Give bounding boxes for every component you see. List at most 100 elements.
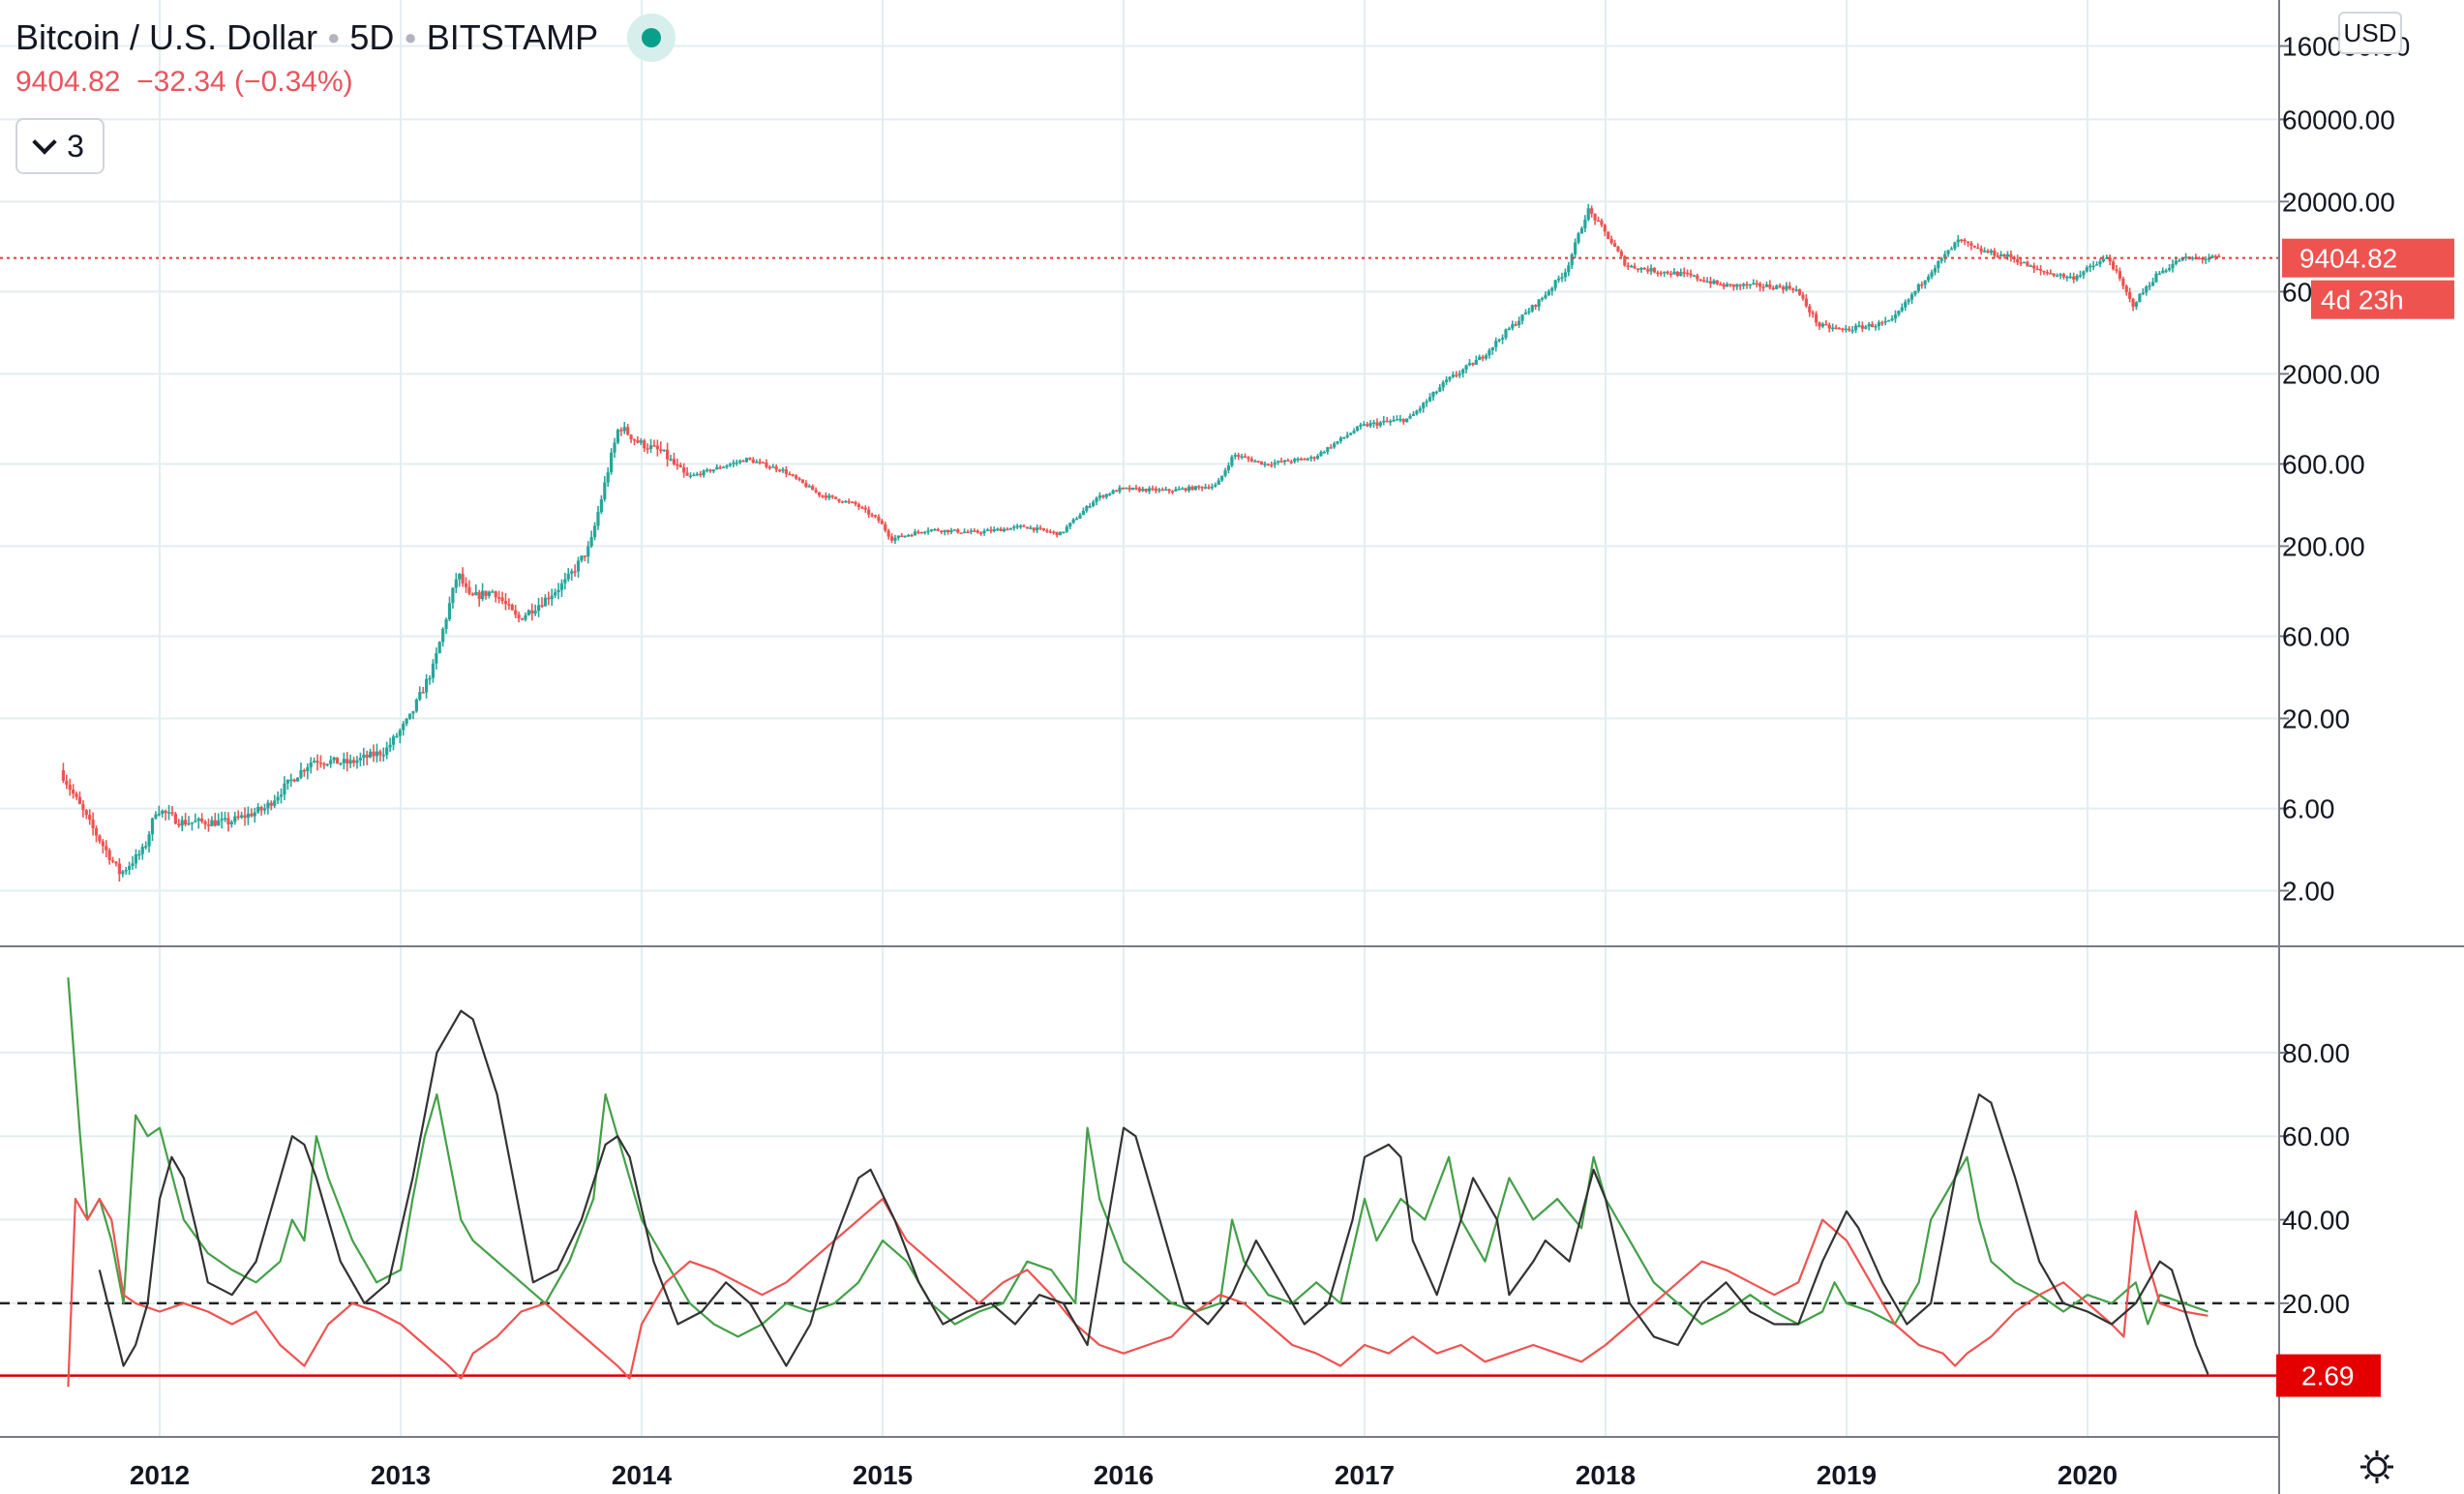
candle-body (1345, 434, 1349, 437)
candle-body (1127, 488, 1131, 491)
candle-body (777, 469, 782, 472)
candle-body (1422, 403, 1426, 409)
candle-body (180, 820, 184, 826)
interval-label[interactable]: 5D (349, 17, 395, 57)
candle-body (940, 530, 944, 533)
indicator-series-line-2 (67, 1197, 2209, 1388)
candle-body (346, 759, 349, 764)
candle-body (1418, 408, 1422, 411)
candle-body (526, 610, 530, 615)
candle-body (936, 528, 940, 531)
candle-body (246, 813, 251, 819)
candle-body (1220, 475, 1224, 481)
candle-body (1904, 301, 1908, 308)
candle-body (1286, 460, 1290, 463)
candle-body (1797, 289, 1802, 295)
price-axis-label: 600.00 (2282, 449, 2365, 479)
candle-body (101, 841, 105, 847)
candle-body (1487, 349, 1491, 356)
candle-body (692, 474, 696, 477)
candle-body (84, 810, 88, 816)
candle-body (226, 818, 230, 824)
candle-body (2184, 256, 2188, 258)
candle-body (1207, 487, 1211, 489)
candle-body (107, 850, 111, 860)
candle-body (1663, 271, 1667, 274)
indicators-count: 3 (67, 128, 84, 164)
exchange-label[interactable]: BITSTAMP (426, 17, 599, 57)
candle-body (1900, 307, 1904, 312)
candle-body (487, 591, 492, 596)
candle-body (603, 482, 607, 500)
currency-button[interactable]: USD (2338, 12, 2402, 54)
candle-body (161, 810, 165, 815)
candle-body (856, 504, 861, 508)
candle-body (715, 466, 719, 470)
candle-body (979, 532, 983, 535)
candle-body (1820, 323, 1825, 327)
candle-body (1668, 273, 1673, 276)
candle-body (131, 863, 135, 866)
candle-body (949, 530, 953, 533)
candle-body (613, 442, 616, 453)
candle-body (1237, 455, 1241, 457)
candle-body (339, 762, 343, 765)
candle-body (1827, 324, 1831, 329)
last-price-badge (2282, 238, 2454, 278)
candle-body (827, 495, 831, 498)
candle-body (863, 507, 867, 510)
candle-body (781, 469, 785, 471)
candle-body (1151, 488, 1155, 491)
candle-body (128, 865, 132, 871)
candle-body (503, 601, 508, 605)
candle-body (1544, 295, 1548, 299)
candle-body (943, 529, 947, 532)
candle-body (2061, 274, 2066, 278)
candle-body (351, 760, 356, 763)
candle-body (556, 589, 560, 593)
candle-body (547, 597, 551, 600)
candle-body (461, 574, 465, 584)
candle-body (797, 478, 801, 480)
candle-body (632, 438, 637, 441)
candle-body (190, 822, 195, 824)
candle-body (302, 769, 306, 772)
candle-body (425, 678, 429, 693)
candle-body (1048, 531, 1052, 533)
market-status-icon[interactable] (627, 14, 676, 62)
candle-body (1137, 488, 1141, 492)
indicator-value-badge-label: 2.69 (2301, 1361, 2355, 1391)
candle-body (1682, 272, 1686, 274)
candle-body (559, 583, 564, 590)
candle-body (1570, 254, 1574, 266)
candle-body (1006, 528, 1009, 531)
candle-body (1389, 421, 1393, 423)
candle-body (1461, 369, 1465, 374)
candle-body (1322, 451, 1326, 454)
candle-body (1556, 278, 1561, 281)
settings-gear-icon[interactable] (2358, 1448, 2396, 1486)
candle-body (150, 818, 155, 835)
candle-body (206, 824, 211, 826)
candle-body (484, 590, 488, 596)
candle-body (348, 760, 352, 764)
candle-body (1303, 459, 1307, 461)
candle-body (1725, 284, 1729, 287)
legend-separator-dot: ● (327, 25, 341, 49)
candle-body (1484, 355, 1488, 359)
candle-body (1612, 243, 1617, 247)
indicators-toggle-button[interactable]: 3 (15, 118, 105, 174)
candle-body (1735, 284, 1739, 287)
candle-body (1649, 267, 1653, 272)
candle-body (833, 496, 838, 499)
symbol-name[interactable]: Bitcoin / U.S. Dollar (15, 17, 318, 57)
candle-body (1270, 464, 1274, 466)
candle-body (1359, 424, 1363, 427)
legend-separator-dot: ● (404, 25, 417, 49)
candle-body (1193, 486, 1197, 491)
candle-body (1395, 419, 1399, 421)
candle-body (1890, 318, 1894, 321)
candle-body (500, 597, 504, 602)
candle-body (2028, 265, 2032, 268)
